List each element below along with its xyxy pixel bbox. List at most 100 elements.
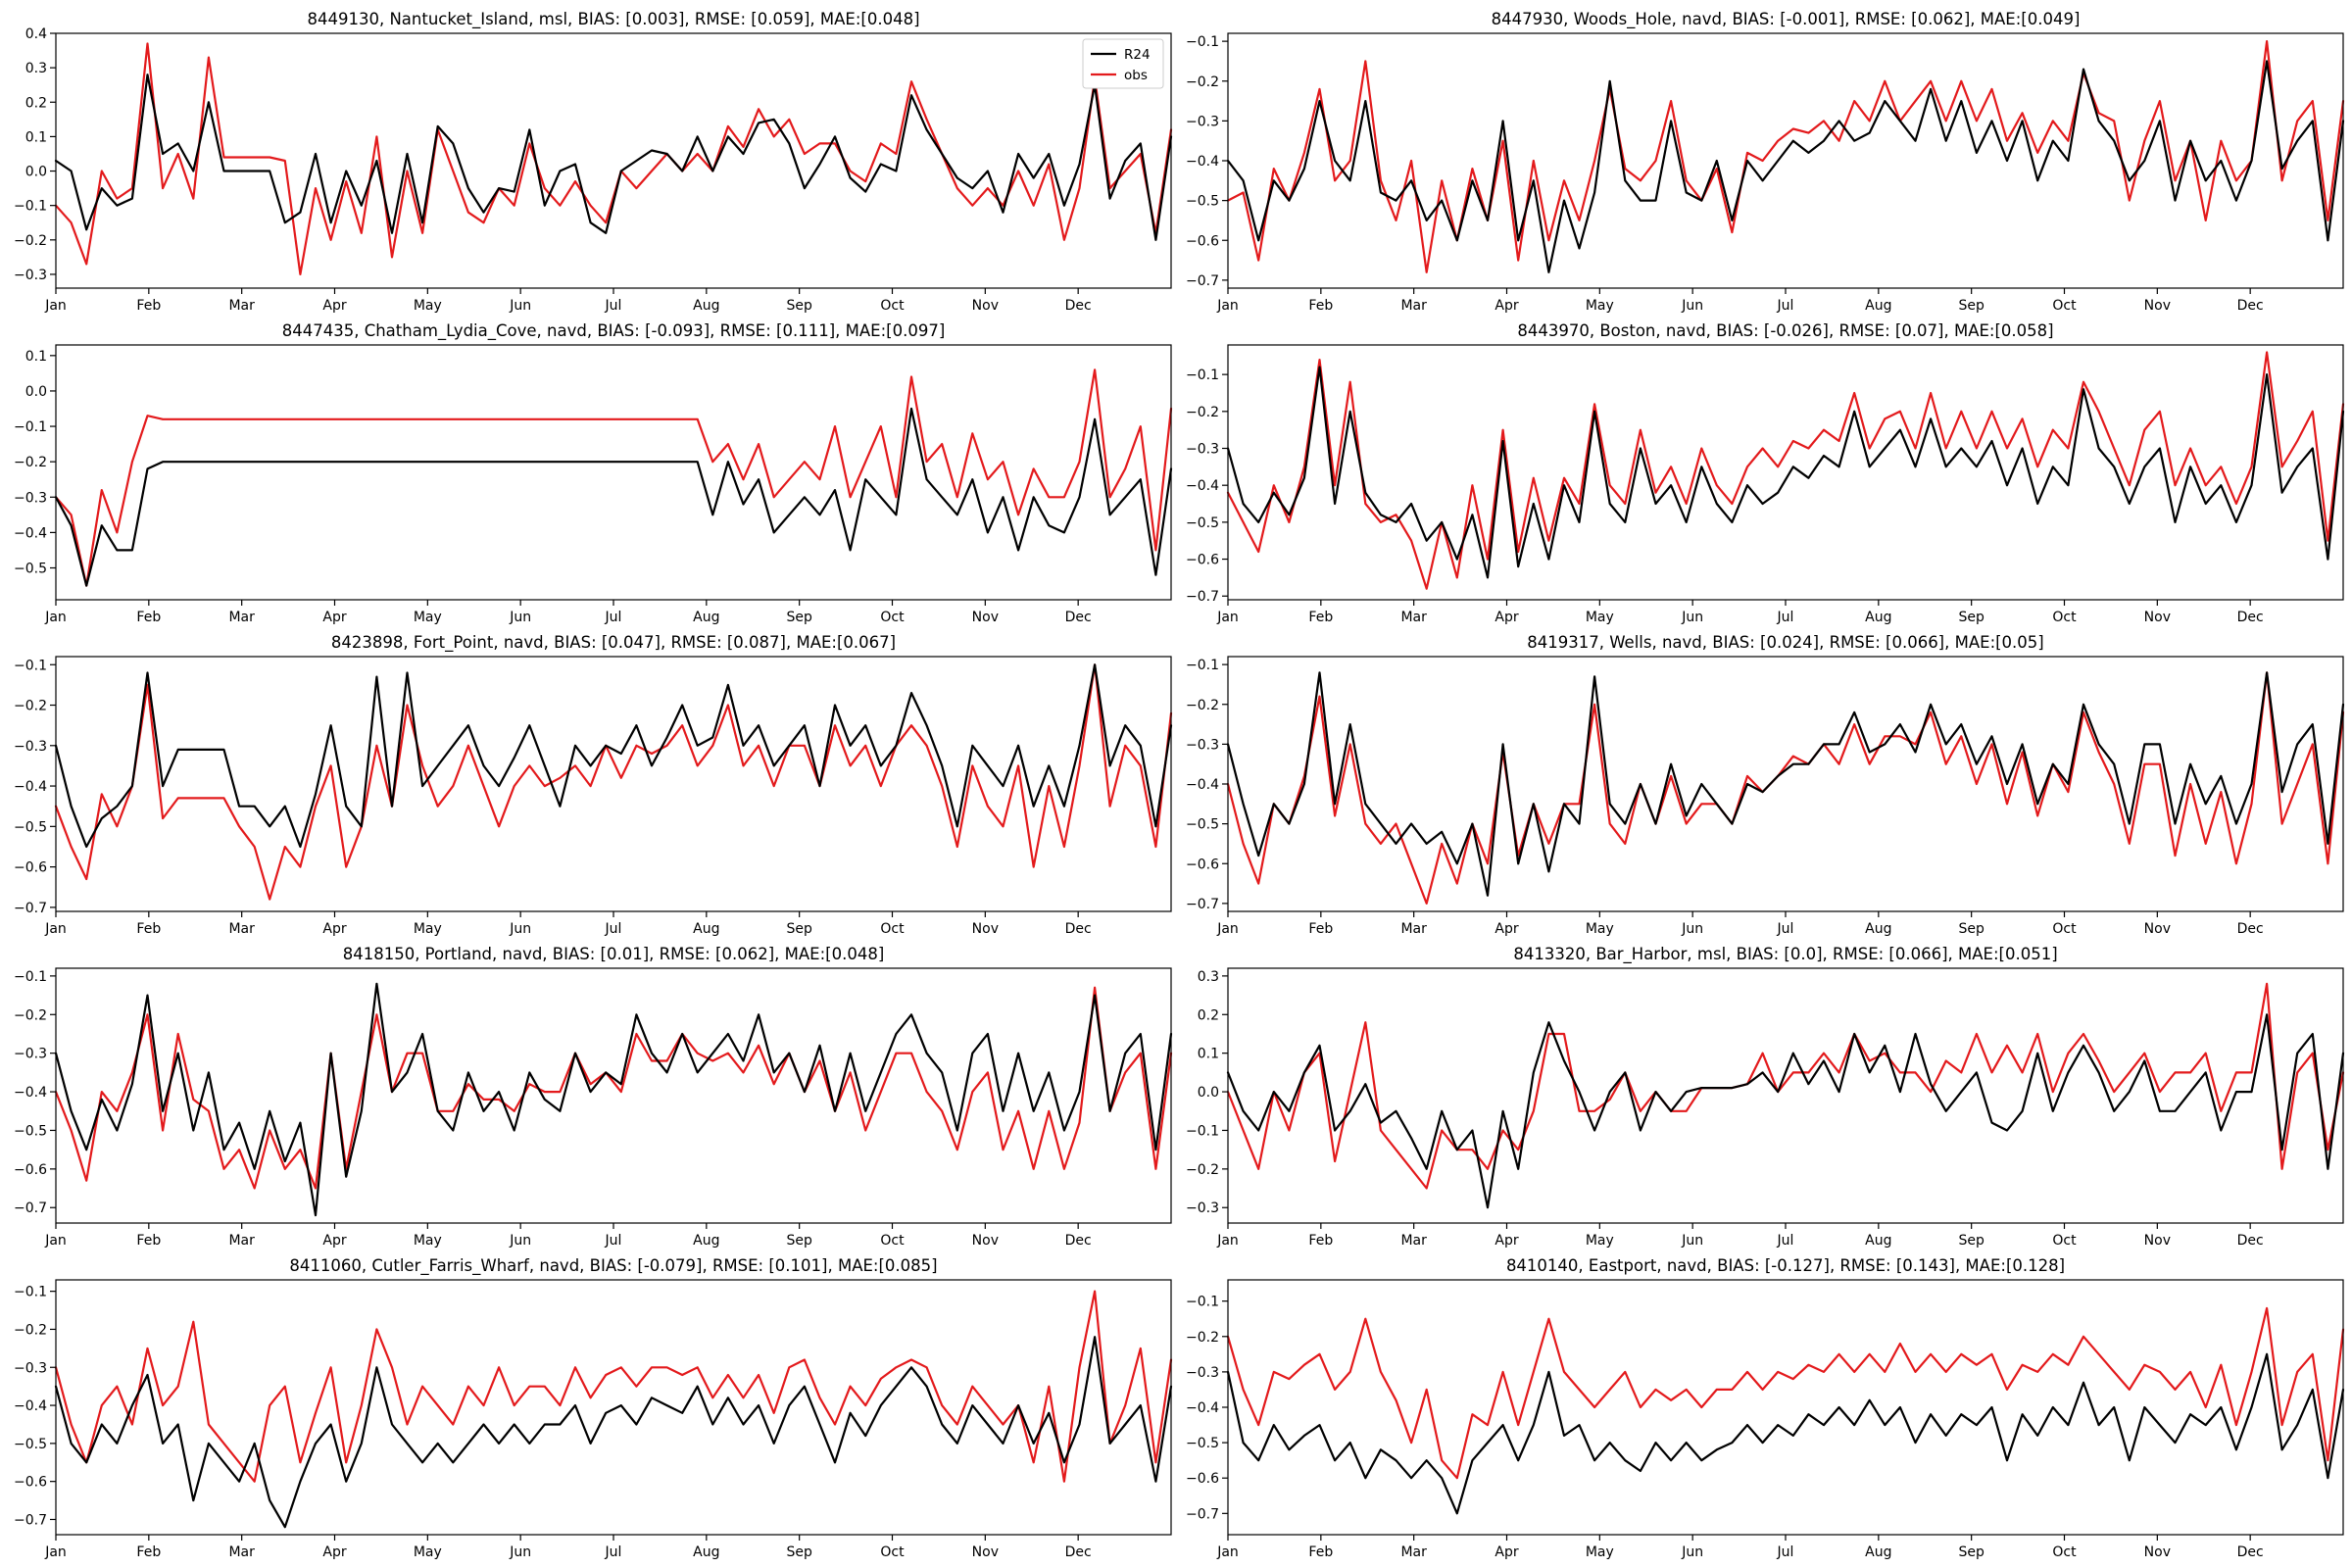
x-tick-label: Dec — [1065, 1544, 1092, 1560]
x-tick-label: Oct — [2052, 1544, 2077, 1560]
y-tick-label: −0.7 — [1186, 897, 1219, 912]
subplot-7: 8418150, Portland, navd, BIAS: [0.01], R… — [14, 945, 1173, 1249]
x-tick-label: Jan — [1216, 1233, 1239, 1249]
x-tick-label: Oct — [2052, 298, 2077, 314]
y-tick-label: −0.6 — [1186, 857, 1219, 872]
series-line-obs — [1226, 982, 2345, 1190]
x-tick-label: Mar — [1400, 610, 1427, 625]
x-tick-label: Jan — [1216, 921, 1239, 937]
subplot-4: 8443970, Boston, navd, BIAS: [-0.026], R… — [1186, 321, 2345, 625]
x-tick-label: Mar — [228, 1233, 255, 1249]
x-tick-label: Aug — [693, 1544, 719, 1560]
series-line-obs — [54, 663, 1173, 901]
subplot-title: 8418150, Portland, navd, BIAS: [0.01], R… — [343, 945, 885, 963]
x-tick-label: May — [1586, 921, 1614, 937]
x-tick-label: Feb — [1308, 1544, 1333, 1560]
x-tick-label: Aug — [693, 921, 719, 937]
x-tick-label: Dec — [2237, 1544, 2264, 1560]
x-tick-label: Jul — [605, 610, 622, 625]
y-tick-label: −0.2 — [14, 233, 47, 249]
x-tick-label: Dec — [2237, 1233, 2264, 1249]
axes-frame — [55, 32, 1172, 289]
x-tick-label: Aug — [1865, 610, 1891, 625]
y-tick-label: −0.7 — [1186, 589, 1219, 605]
y-tick-label: −0.3 — [1186, 737, 1219, 753]
y-tick-label: 0.3 — [25, 61, 47, 76]
series-line-R24 — [54, 663, 1173, 849]
x-tick-label: Oct — [880, 1544, 905, 1560]
x-tick-label: Sep — [786, 1544, 812, 1560]
y-tick-label: −0.2 — [1186, 405, 1219, 420]
x-tick-label: Aug — [1865, 1233, 1891, 1249]
legend-box — [1082, 38, 1164, 89]
subplot-1: 8449130, Nantucket_Island, msl, BIAS: [0… — [14, 10, 1173, 314]
y-tick-label: −0.1 — [1186, 1295, 1219, 1310]
y-tick-label: −0.1 — [1186, 368, 1219, 383]
x-tick-label: May — [1586, 298, 1614, 314]
y-tick-label: −0.3 — [14, 739, 47, 755]
legend: R24 obs — [1082, 38, 1164, 89]
x-tick-label: Nov — [2144, 610, 2171, 625]
x-tick-label: May — [1586, 1233, 1614, 1249]
series-line-R24 — [1226, 1013, 2345, 1209]
x-tick-label: Jan — [44, 1544, 67, 1560]
y-tick-label: −0.1 — [1186, 1123, 1219, 1139]
x-tick-label: Jul — [605, 1233, 622, 1249]
y-tick-label: −0.6 — [14, 1162, 47, 1178]
y-tick-label: −0.2 — [14, 1007, 47, 1023]
y-tick-label: −0.5 — [14, 562, 47, 577]
x-tick-label: Jun — [509, 1544, 531, 1560]
y-tick-label: −0.3 — [1186, 1365, 1219, 1381]
x-tick-label: Oct — [2052, 921, 2077, 937]
y-tick-label: −0.7 — [14, 1512, 47, 1528]
y-tick-label: −0.1 — [14, 1285, 47, 1300]
x-tick-label: Jul — [1777, 921, 1794, 937]
x-tick-label: Feb — [136, 1544, 161, 1560]
x-tick-label: Apr — [1494, 610, 1518, 625]
x-tick-label: Feb — [1308, 1233, 1333, 1249]
series-line-R24 — [1226, 60, 2345, 273]
x-tick-label: Mar — [1400, 921, 1427, 937]
x-tick-label: Oct — [880, 610, 905, 625]
x-tick-label: Jun — [1681, 298, 1703, 314]
x-tick-label: May — [1586, 610, 1614, 625]
y-tick-label: −0.1 — [14, 658, 47, 673]
y-tick-label: −0.6 — [1186, 1471, 1219, 1487]
y-tick-label: −0.4 — [1186, 154, 1219, 170]
legend-label: obs — [1124, 68, 1148, 83]
x-tick-label: Jan — [44, 610, 67, 625]
x-tick-label: Jul — [1777, 610, 1794, 625]
y-tick-label: −0.4 — [14, 779, 47, 795]
y-tick-label: −0.7 — [1186, 273, 1219, 289]
y-tick-label: −0.2 — [1186, 74, 1219, 90]
y-tick-label: 0.1 — [25, 129, 47, 145]
x-tick-label: Sep — [1958, 298, 1984, 314]
subplot-5: 8423898, Fort_Point, navd, BIAS: [0.047]… — [14, 633, 1173, 937]
y-tick-label: −0.7 — [14, 901, 47, 916]
x-tick-label: Dec — [1065, 610, 1092, 625]
y-tick-label: 0.4 — [25, 26, 47, 42]
x-tick-label: Aug — [693, 610, 719, 625]
x-tick-label: Feb — [136, 1233, 161, 1249]
subplot-title: 8413320, Bar_Harbor, msl, BIAS: [0.0], R… — [1513, 945, 2057, 964]
x-tick-label: Oct — [2052, 610, 2077, 625]
x-tick-label: Apr — [1494, 1544, 1518, 1560]
x-tick-label: Dec — [2237, 610, 2264, 625]
subplot-title: 8443970, Boston, navd, BIAS: [-0.026], R… — [1517, 321, 2053, 340]
x-tick-label: May — [1586, 1544, 1614, 1560]
y-tick-label: −0.4 — [14, 525, 47, 541]
x-tick-label: Apr — [322, 1544, 346, 1560]
y-tick-label: −0.7 — [1186, 1506, 1219, 1522]
subplot-title: 8447435, Chatham_Lydia_Cove, navd, BIAS:… — [282, 321, 946, 341]
x-tick-label: Aug — [1865, 921, 1891, 937]
x-tick-label: Jul — [605, 1544, 622, 1560]
y-tick-label: 0.1 — [1198, 1047, 1219, 1062]
x-tick-label: Oct — [880, 1233, 905, 1249]
x-tick-label: Mar — [228, 921, 255, 937]
series-line-obs — [54, 1290, 1173, 1483]
x-tick-label: Dec — [1065, 298, 1092, 314]
y-tick-label: −0.6 — [1186, 553, 1219, 568]
x-tick-label: Dec — [2237, 921, 2264, 937]
x-tick-label: Jul — [1777, 1544, 1794, 1560]
y-tick-label: 0.0 — [25, 165, 47, 180]
